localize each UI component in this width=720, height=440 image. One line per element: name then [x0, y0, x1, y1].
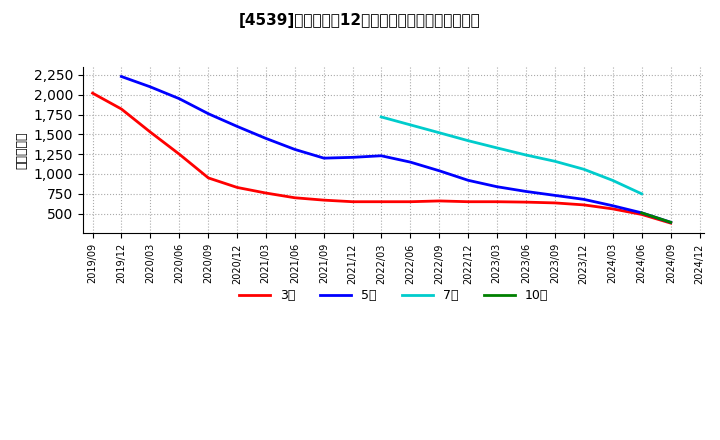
Y-axis label: （百万円）: （百万円） [15, 132, 28, 169]
Legend: 3年, 5年, 7年, 10年: 3年, 5年, 7年, 10年 [233, 284, 553, 307]
Text: [4539]　経常利益12か月移動合計の平均値の推移: [4539] 経常利益12か月移動合計の平均値の推移 [239, 13, 481, 28]
